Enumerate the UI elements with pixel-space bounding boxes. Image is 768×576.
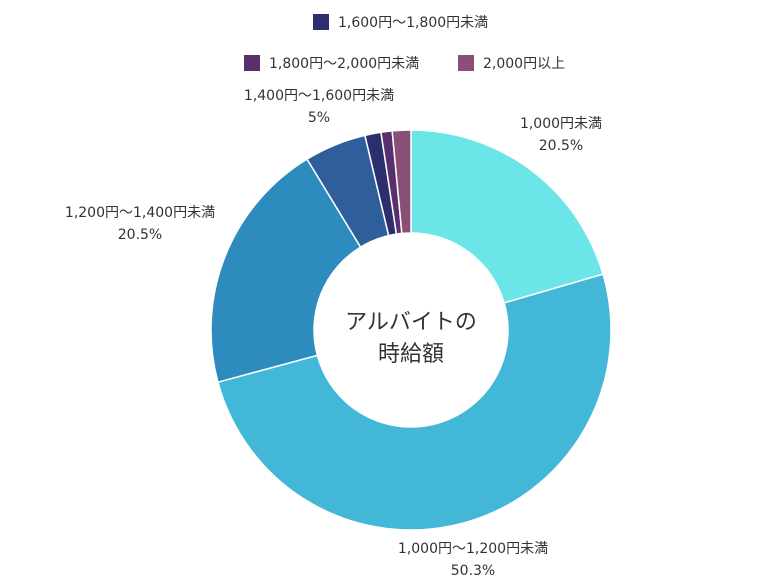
legend-swatch	[458, 55, 474, 71]
slice-label-name: 1,000円未満	[520, 116, 602, 132]
legend-swatch	[313, 14, 329, 30]
slice-label-name: 1,200円～1,400円未満	[65, 205, 215, 221]
legend-item-2000-plus: 2,000円以上	[458, 53, 565, 73]
legend-label: 2,000円以上	[483, 56, 566, 72]
slice-0	[410, 129, 604, 304]
legend-label: 1,800円～2,000円未満	[269, 56, 420, 72]
slice-label-value: 20.5%	[118, 227, 162, 243]
slice-label-name: 1,400円～1,600円未満	[244, 88, 394, 104]
legend-label: 1,600円～1,800円未満	[338, 15, 489, 31]
legend-item-1600-1800: 1,600円～1,800円未満	[313, 12, 488, 32]
slice-1	[217, 273, 612, 531]
center-title-line-1: アルバイトの	[345, 310, 477, 335]
chart-legend: 1,600円～1,800円未満 1,800円～2,000円未満 2,000円以上	[0, 0, 768, 80]
slice-label-value: 20.5%	[539, 138, 583, 154]
legend-swatch	[244, 55, 260, 71]
slice-6	[391, 129, 412, 235]
center-title-line-2: 時給額	[378, 342, 444, 367]
slice-labels: 1,000円未満 20.5% 1,000円～1,200円未満 50.3% 1,200円～…	[65, 88, 602, 576]
slice-2	[210, 158, 362, 384]
legend-item-1800-2000: 1,800円～2,000円未満	[244, 53, 419, 73]
donut-slices	[210, 129, 612, 531]
slice-label-value: 50.3%	[451, 563, 495, 576]
slice-label-name: 1,000円～1,200円未満	[398, 541, 548, 557]
slice-label-value: 5%	[308, 110, 330, 126]
